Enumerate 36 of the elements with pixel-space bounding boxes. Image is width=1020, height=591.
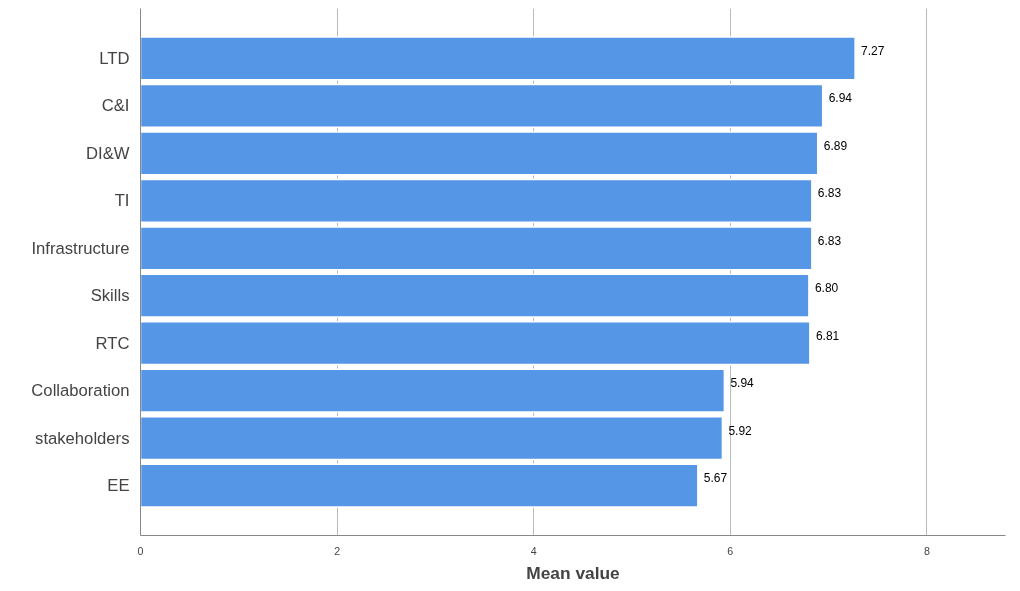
data-label: 6.83	[817, 186, 842, 201]
y-tick-label: EE	[107, 476, 130, 496]
x-tick-label: 2	[334, 544, 341, 557]
x-axis-title: Mean value	[526, 562, 621, 583]
data-label: 5.94	[730, 376, 755, 391]
bar	[140, 226, 813, 271]
y-tick-label: DI&W	[86, 143, 130, 163]
x-tick-label: 8	[923, 544, 930, 557]
bar	[140, 321, 811, 366]
x-tick-label: 0	[137, 544, 144, 557]
bar	[140, 416, 724, 461]
bar	[140, 178, 813, 223]
bar	[140, 131, 819, 176]
y-tick-label: Skills	[90, 286, 130, 306]
data-label: 6.89	[823, 138, 848, 153]
data-label: 6.80	[814, 281, 839, 296]
y-tick-label: RTC	[95, 333, 130, 353]
data-label: 6.81	[815, 328, 840, 343]
data-label: 7.27	[861, 43, 885, 58]
bar	[140, 368, 726, 413]
data-label: 5.67	[703, 471, 728, 486]
y-tick-label: Collaboration	[31, 381, 130, 401]
x-tick-label: 4	[530, 544, 537, 557]
bar	[140, 273, 810, 318]
y-tick-label: stakeholders	[35, 428, 130, 448]
x-tick-label: 6	[727, 544, 734, 557]
data-label: 6.94	[828, 91, 853, 106]
y-tick-label: Infrastructure	[31, 238, 130, 258]
bar	[140, 83, 824, 128]
bar	[140, 463, 699, 508]
y-tick-label: TI	[114, 191, 130, 211]
y-tick-label: LTD	[99, 48, 130, 68]
bar	[140, 36, 856, 81]
y-tick-label: C&I	[101, 96, 130, 116]
data-label: 5.92	[728, 423, 753, 438]
data-label: 6.83	[817, 233, 842, 248]
